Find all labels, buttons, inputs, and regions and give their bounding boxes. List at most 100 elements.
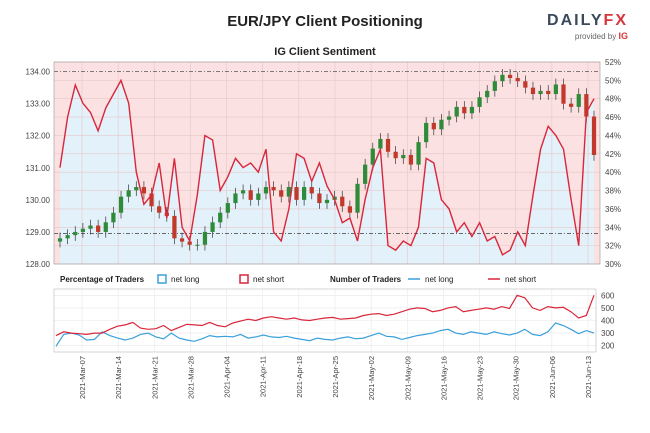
candle-body (286, 187, 291, 197)
candle-body (294, 187, 299, 200)
y-right-tick: 36% (605, 205, 621, 214)
candle-body (157, 206, 162, 213)
candle-body (317, 193, 322, 204)
candle-body (118, 196, 124, 213)
candle-body (187, 241, 192, 245)
plot-frame (53, 61, 601, 265)
candle-body (584, 94, 589, 117)
x-tick-label: 2021-May-02 (367, 356, 376, 400)
y-right-tick: 50% (605, 76, 621, 85)
candle-body (332, 196, 337, 200)
legend-number-title: Number of Traders (330, 275, 402, 284)
candle-body (225, 203, 230, 213)
candle-body (210, 222, 215, 232)
candle-body (492, 81, 497, 91)
candle-body (424, 122, 429, 143)
y-left-tick: 134.00 (26, 68, 51, 77)
candle-body (134, 187, 139, 191)
candle-body (477, 97, 482, 107)
candle-body (568, 103, 574, 107)
x-tick-label: 2021-Apr-04 (223, 356, 232, 398)
x-tick-label: 2021-May-30 (512, 356, 521, 400)
net-short-line (59, 78, 595, 256)
candle-body (149, 193, 154, 207)
dailyfx-logo[interactable]: DAILYFX provided by IG (547, 12, 628, 41)
candle-body (416, 142, 421, 165)
x-tick-label: 2021-May-23 (476, 356, 485, 400)
y-left-tick: 130.00 (26, 196, 51, 205)
candle-body (523, 81, 528, 88)
logo-text-daily: DAILY (547, 12, 604, 29)
x-tick-label: 2021-Apr-18 (295, 356, 304, 398)
candle-body (263, 187, 269, 194)
y-right-tick: 44% (605, 131, 621, 140)
candle-body (96, 225, 101, 232)
candle-body (515, 78, 520, 82)
candle-body (538, 90, 543, 95)
lower-y-tick: 200 (601, 342, 615, 351)
candle-body (233, 193, 238, 204)
y-right-tick: 52% (605, 58, 621, 67)
x-tick-label: 2021-Mar-28 (186, 356, 195, 399)
y-right-tick: 48% (605, 95, 621, 104)
lower-y-tick: 400 (601, 317, 615, 326)
candle-body (370, 148, 375, 165)
y-left-tick: 129.00 (26, 228, 51, 237)
candle-body (462, 106, 467, 114)
legend-net-short-pct-swatch (239, 274, 249, 284)
candle-body (65, 235, 70, 239)
candle-body (111, 212, 116, 223)
x-tick-label: 2021-May-09 (403, 356, 412, 400)
candle-body (141, 187, 147, 194)
candle-body (507, 74, 513, 79)
x-tick-label: 2021-Jun-13 (584, 356, 593, 398)
candle-body (469, 106, 475, 114)
candle-body (363, 164, 368, 184)
legend-net-short-pct-label: net short (253, 275, 285, 284)
candle-body (126, 190, 131, 197)
candle-body (80, 228, 86, 232)
legend-net-long-pct-label: net long (171, 275, 199, 284)
candle-body (279, 190, 284, 197)
lower-y-tick: 300 (601, 329, 615, 338)
candle-body (202, 231, 208, 245)
y-left-tick: 131.00 (26, 164, 51, 173)
candle-body (324, 199, 330, 204)
candle-body (591, 116, 597, 155)
candle-body (172, 215, 177, 239)
y-right-tick: 38% (605, 187, 621, 196)
net-long-count-line (55, 322, 595, 347)
candle-body (431, 122, 436, 130)
y-left-tick: 132.00 (26, 132, 51, 141)
legend-net-short-num-label: net short (505, 275, 537, 284)
net-short-count-line (55, 294, 595, 337)
lower-y-tick: 600 (601, 291, 615, 300)
candle-body (218, 212, 223, 223)
logo-provided-by: provided by (574, 32, 617, 41)
candle-body (179, 238, 185, 242)
candle-body (57, 238, 63, 242)
candle-body (248, 190, 253, 200)
y-right-tick: 42% (605, 150, 621, 159)
candle-body (439, 119, 444, 130)
candle-body (385, 138, 391, 152)
x-tick-label: 2021-Jun-06 (548, 356, 557, 398)
candle-body (408, 154, 414, 165)
trader-count-plot: 200 300 400 500 600 2021-Mar-07 2021-Mar-14 202… (53, 288, 615, 400)
candle-body (103, 222, 108, 232)
y-right-tick: 34% (605, 223, 621, 232)
lower-y-tick: 500 (601, 304, 615, 313)
candle-body (88, 225, 93, 229)
legend: Percentage of Traders net long net short… (60, 274, 537, 284)
candle-body (309, 187, 314, 194)
logo-ig: IG (618, 31, 628, 41)
candle-body (195, 244, 200, 246)
y-left-tick: 133.00 (26, 100, 51, 109)
x-tick-label: 2021-Mar-21 (150, 356, 159, 399)
x-tick-label: 2021-Mar-07 (78, 356, 87, 399)
candle-body (485, 90, 490, 98)
candle-body (530, 87, 536, 95)
x-tick-label: 2021-Apr-25 (331, 356, 340, 398)
x-tick-label: 2021-May-16 (439, 356, 448, 400)
candle-body (340, 196, 345, 207)
